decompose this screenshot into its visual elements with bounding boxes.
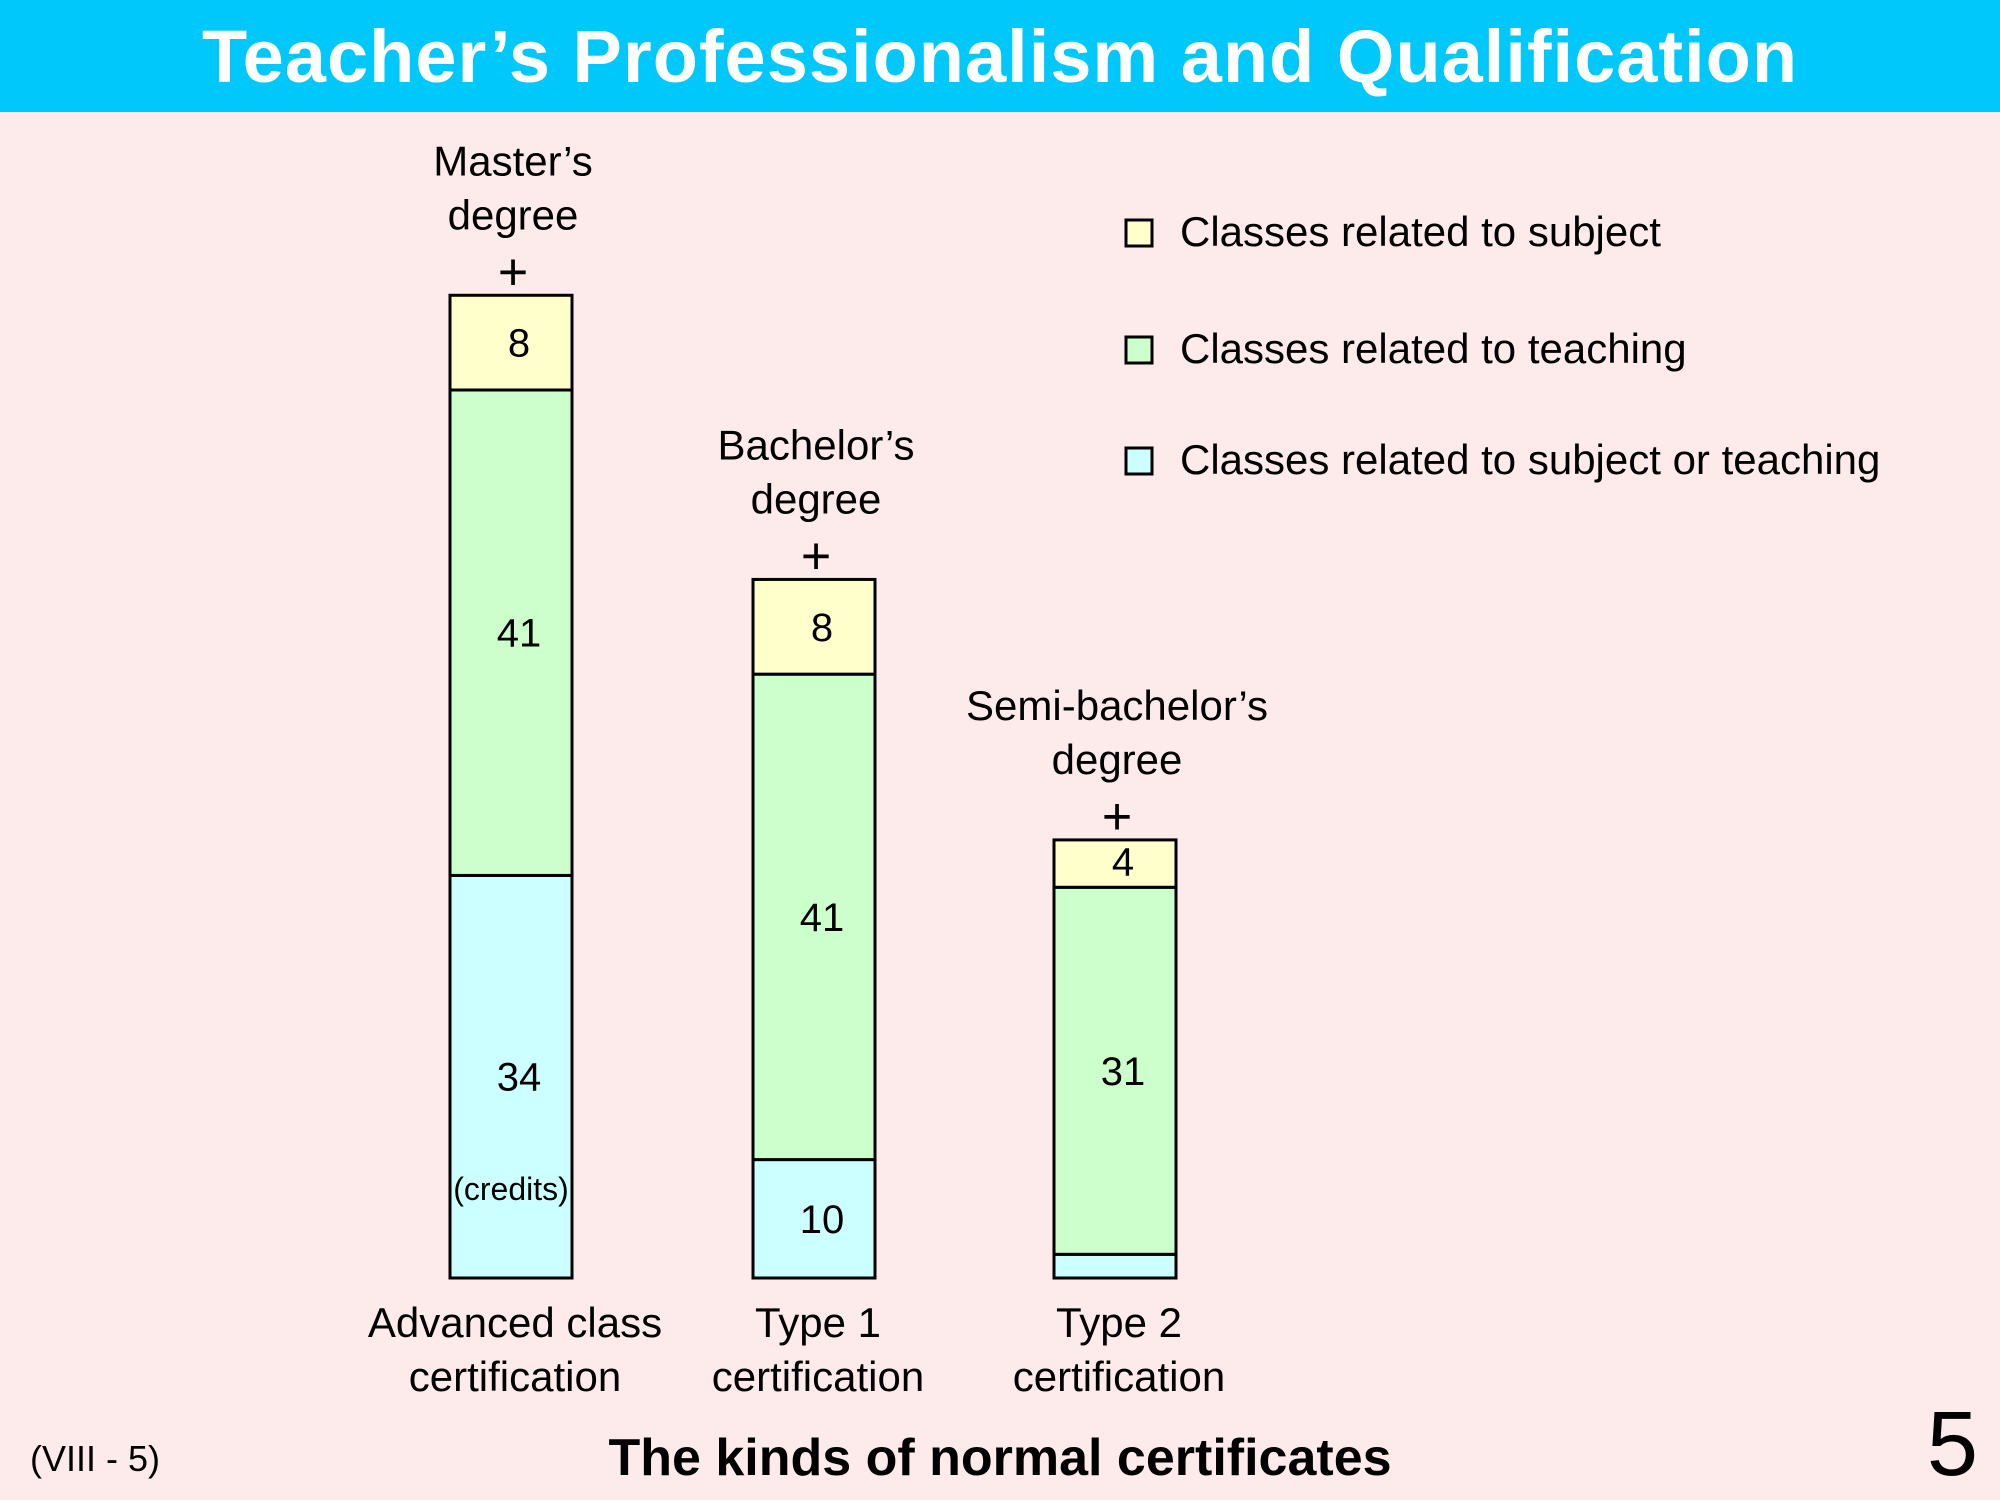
data-label: 10 <box>800 1198 845 1242</box>
legend-swatch <box>1124 335 1154 365</box>
bar-segment <box>1052 838 1178 889</box>
legend-swatch <box>1124 218 1154 248</box>
data-label: 41 <box>497 612 542 656</box>
legend-label: Classes related to subject or teaching <box>1180 436 1880 483</box>
degree-label: Bachelor’s <box>718 421 915 468</box>
degree-label: degree <box>1052 736 1183 783</box>
plus-sign: + <box>801 527 831 585</box>
legend-label: Classes related to subject <box>1180 208 1661 255</box>
data-label: 34 <box>497 1056 542 1100</box>
bar-segment <box>448 388 574 877</box>
bar-segment <box>448 873 574 1280</box>
category-label: Type 2 <box>1056 1299 1182 1346</box>
data-label: 31 <box>1101 1050 1146 1094</box>
bar-segment <box>1052 885 1178 1256</box>
data-label: 8 <box>508 322 530 366</box>
legend-swatch <box>1124 446 1154 476</box>
degree-label: Semi-bachelor’s <box>966 682 1268 729</box>
chart-caption: The kinds of normal certificates <box>608 1429 1392 1487</box>
bar-segment <box>751 672 877 1162</box>
degree-label: degree <box>448 191 579 238</box>
category-label: certification <box>1013 1353 1225 1400</box>
header-bar: Teacher’s Professionalism and Qualificat… <box>0 0 2000 112</box>
bar-segment <box>448 293 574 392</box>
page-number: 5 <box>1926 1393 1978 1495</box>
unit-label: (credits) <box>453 1171 569 1207</box>
degree-label: Master’s <box>433 137 593 184</box>
slide-code: (VIII - 5) <box>30 1438 161 1479</box>
category-label: Type 1 <box>755 1299 881 1346</box>
plus-sign: + <box>1102 788 1132 846</box>
data-label: 41 <box>800 896 845 940</box>
page-title: Teacher’s Professionalism and Qualificat… <box>201 14 1799 98</box>
data-label: 8 <box>811 606 833 650</box>
category-label: certification <box>712 1353 924 1400</box>
legend-label: Classes related to teaching <box>1180 325 1687 372</box>
plus-sign: + <box>498 243 528 301</box>
data-label: 4 <box>1112 841 1134 885</box>
category-label: certification <box>409 1353 621 1400</box>
category-label: Advanced class <box>368 1299 662 1346</box>
bar-segment <box>751 577 877 676</box>
degree-label: degree <box>751 475 882 522</box>
